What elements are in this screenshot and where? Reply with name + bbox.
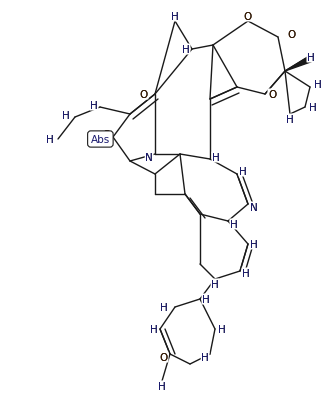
Text: H: H <box>90 101 98 111</box>
Text: H: H <box>250 239 258 249</box>
Text: N: N <box>250 202 258 213</box>
Text: H: H <box>160 302 168 312</box>
Text: H: H <box>90 101 98 111</box>
Text: H: H <box>171 12 179 22</box>
Text: H: H <box>158 381 166 391</box>
Text: H: H <box>314 80 322 90</box>
Text: H: H <box>150 324 158 334</box>
Text: O: O <box>287 30 295 40</box>
Text: H: H <box>307 53 315 63</box>
Text: O: O <box>140 90 148 100</box>
Text: O: O <box>244 12 252 22</box>
Text: H: H <box>314 80 322 90</box>
Text: H: H <box>62 111 70 121</box>
Text: H: H <box>202 294 210 304</box>
Text: H: H <box>218 324 226 334</box>
Text: Abs: Abs <box>91 135 110 145</box>
Text: H: H <box>239 166 247 177</box>
Text: H: H <box>46 135 54 145</box>
Text: H: H <box>230 220 238 230</box>
Text: H: H <box>158 381 166 391</box>
Text: N: N <box>250 202 258 213</box>
Text: H: H <box>150 324 158 334</box>
Text: H: H <box>212 153 220 162</box>
Text: H: H <box>250 239 258 249</box>
Text: H: H <box>230 220 238 230</box>
Text: O: O <box>103 130 111 140</box>
Text: H: H <box>201 352 209 362</box>
Text: H: H <box>286 115 294 125</box>
Text: O: O <box>103 130 111 140</box>
Text: O: O <box>140 90 148 100</box>
Text: O: O <box>160 352 168 362</box>
Text: H: H <box>202 294 210 304</box>
Text: H: H <box>286 115 294 125</box>
Text: N: N <box>145 153 153 162</box>
Text: H: H <box>211 279 219 289</box>
Text: H: H <box>160 302 168 312</box>
Text: H: H <box>307 53 315 63</box>
Text: O: O <box>268 90 276 100</box>
Text: H: H <box>242 269 250 278</box>
Text: O: O <box>244 12 252 22</box>
Text: H: H <box>62 111 70 121</box>
Text: Abs: Abs <box>91 135 110 145</box>
Text: N: N <box>145 153 153 162</box>
Text: H: H <box>182 45 190 55</box>
Text: H: H <box>212 153 220 162</box>
Text: H: H <box>46 135 54 145</box>
Text: H: H <box>171 12 179 22</box>
Text: H: H <box>239 166 247 177</box>
Text: H: H <box>242 269 250 278</box>
Text: H: H <box>201 352 209 362</box>
Text: H: H <box>218 324 226 334</box>
Text: H: H <box>309 103 317 113</box>
Text: H: H <box>182 45 190 55</box>
Text: H: H <box>309 103 317 113</box>
Text: O: O <box>160 352 168 362</box>
Text: H: H <box>211 279 219 289</box>
Text: O: O <box>268 90 276 100</box>
Polygon shape <box>285 57 311 72</box>
Text: O: O <box>287 30 295 40</box>
